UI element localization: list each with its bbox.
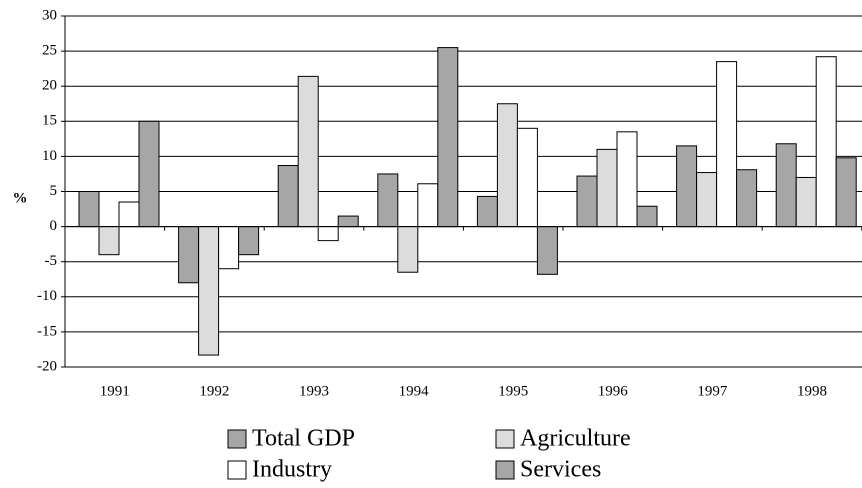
bar [815,56,837,228]
y-tick-label: 10 [42,148,57,164]
x-tick-label: 1992 [199,383,229,399]
legend-swatch [227,429,247,449]
bar [835,157,857,228]
bar [536,226,558,275]
bar [277,165,299,228]
bar [337,215,359,228]
bar [616,131,638,228]
y-tick-label: 20 [42,78,57,94]
legend-label: Total GDP [252,426,355,452]
bar [516,127,538,228]
x-tick-label: 1997 [697,383,728,399]
bar [676,145,698,228]
bar [636,205,658,228]
bar [317,226,339,242]
y-tick-label: 15 [42,113,57,129]
x-tick-label: 1994 [399,383,430,399]
bar [118,201,140,228]
x-tick-label: 1998 [797,383,827,399]
y-tick-label: -10 [37,288,57,304]
y-tick-label: -20 [37,358,57,374]
y-tick-label: 30 [42,7,57,23]
y-tick-label: 25 [42,43,57,59]
y-tick-label: -15 [37,323,57,339]
y-axis-label: % [13,190,28,206]
x-tick-label: 1991 [100,383,130,399]
x-tick-label: 1995 [498,383,528,399]
bar [417,183,439,228]
legend-label: Agriculture [520,426,631,452]
x-tick-label: 1993 [299,383,329,399]
bar [496,103,518,228]
y-tick-label: 5 [50,183,58,199]
bar [596,148,618,228]
bar [297,75,319,228]
legend-label: Industry [252,457,332,483]
bar [238,226,260,256]
bar [98,226,120,256]
bar [775,143,797,228]
legend-swatch [227,460,247,480]
bar [736,169,758,228]
bar [576,175,598,228]
y-tick-label: 0 [50,218,58,234]
bar [198,226,220,356]
bar [716,61,738,228]
x-tick-label: 1996 [598,383,629,399]
y-tick-label: -5 [45,253,58,269]
bar [476,195,498,228]
legend-swatch [495,429,515,449]
legend-swatch [495,460,515,480]
bar [78,191,100,228]
bar [397,226,419,273]
bar [696,172,718,228]
bar [178,226,200,284]
legend-label: Services [520,457,601,483]
bar [377,173,399,228]
bar [795,176,817,228]
bar [218,226,240,270]
bar [437,47,459,228]
bar [138,120,160,228]
